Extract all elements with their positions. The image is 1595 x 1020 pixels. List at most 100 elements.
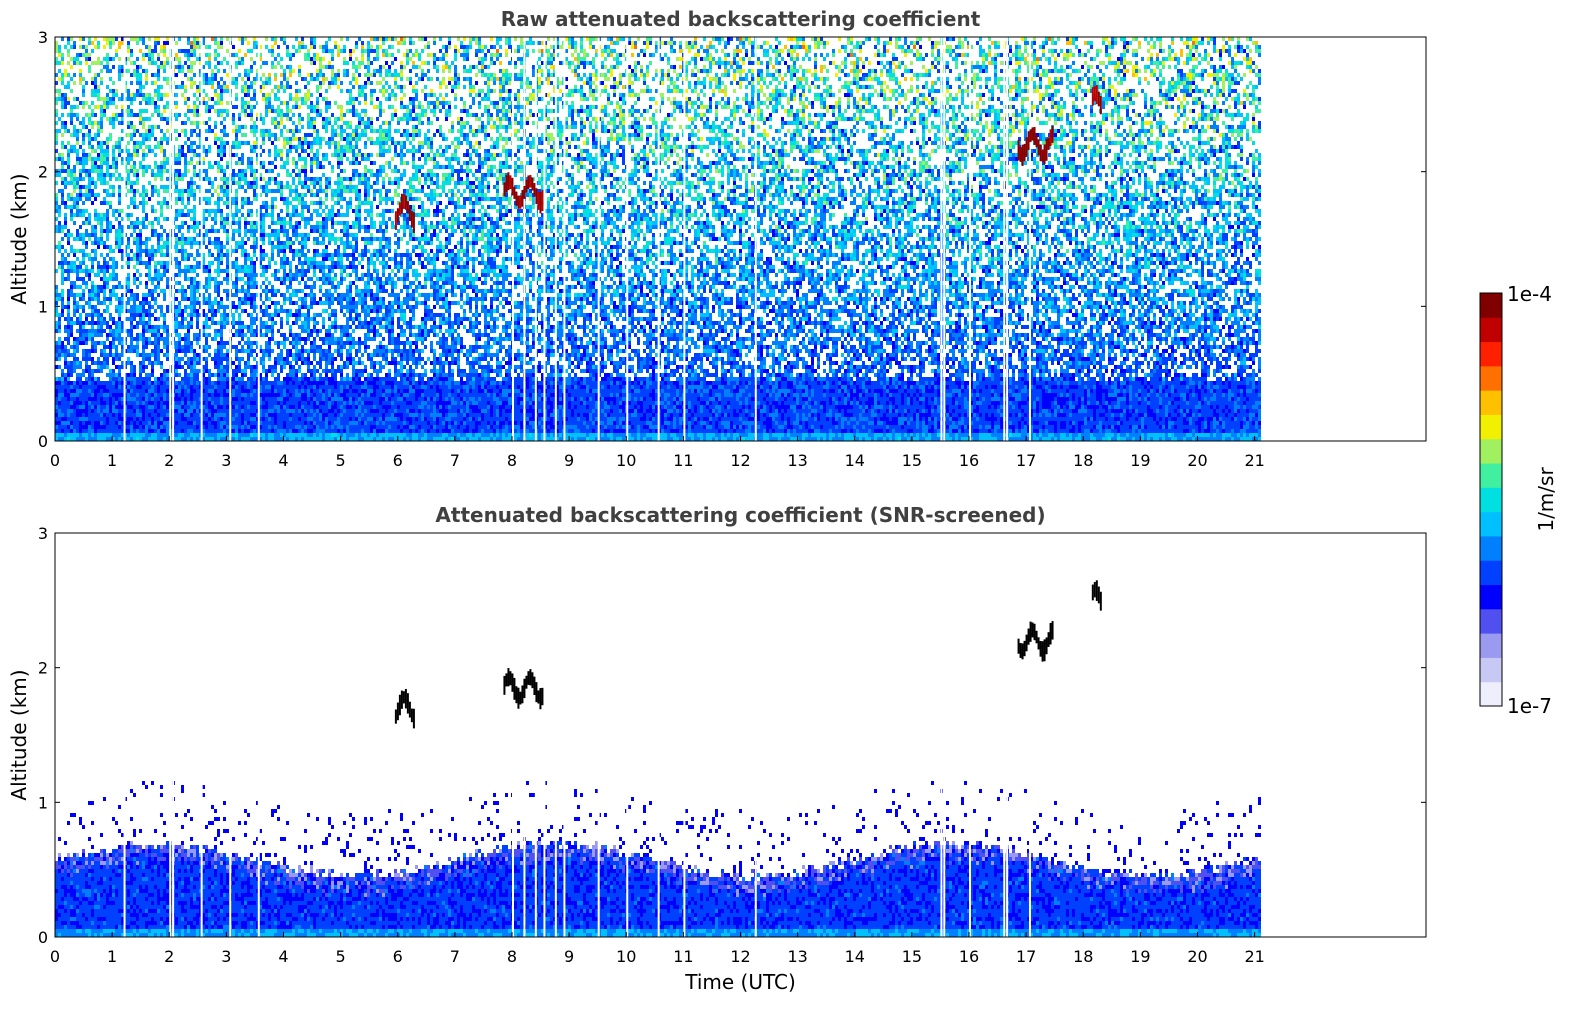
colorbar-segment [1480, 609, 1502, 634]
data-gap [523, 533, 525, 937]
y-axis-label: Altitude (km) [7, 173, 31, 304]
cloud-layer [521, 190, 523, 207]
data-gap [598, 533, 600, 937]
colorbar-segment [1480, 682, 1502, 707]
cloud-layer [529, 669, 531, 685]
colorbar-segment [1480, 439, 1502, 464]
cloud-layer [529, 175, 531, 188]
cloud-layer [401, 691, 403, 709]
data-gap [555, 37, 557, 441]
data-gap [201, 37, 203, 441]
cloud-layer [407, 693, 409, 713]
data-gap [229, 533, 231, 937]
x-tick-label: 8 [507, 451, 517, 470]
cloud-layer [411, 709, 413, 723]
y-axis-label: Altitude (km) [7, 669, 31, 800]
cloud-layer [1020, 643, 1022, 658]
cloud-layer [505, 673, 507, 686]
cloud-layer [1022, 145, 1024, 166]
cloud-layer [1046, 139, 1048, 161]
data-gap [943, 37, 945, 441]
cloud-layer [539, 688, 541, 709]
data-gap [658, 37, 660, 441]
colorbar-min-label: 1e-7 [1507, 694, 1552, 718]
cloud-layer [523, 186, 525, 199]
cloud-layer [401, 194, 403, 214]
cloud-layer [519, 692, 521, 705]
x-tick-label: 21 [1244, 947, 1264, 966]
y-tick-label: 1 [38, 297, 48, 316]
cloud-layer [1048, 632, 1050, 647]
x-tick-label: 4 [278, 947, 288, 966]
colorbar-segment [1480, 633, 1502, 658]
cloud-layer [511, 178, 513, 196]
x-tick-label: 5 [336, 947, 346, 966]
cloud-layer [509, 671, 511, 685]
data-gap [683, 533, 685, 937]
data-gap [626, 37, 628, 441]
cloud-layer [1092, 585, 1094, 601]
x-tick-label: 9 [564, 451, 574, 470]
y-tick-label: 3 [38, 524, 48, 543]
cloud-layer [1026, 635, 1028, 652]
cloud-layer [1042, 149, 1044, 161]
cloud-layer [533, 183, 535, 197]
cloud-layer [1100, 96, 1102, 114]
data-gap [169, 37, 171, 441]
data-gap [598, 37, 600, 441]
colorbar-segment [1480, 463, 1502, 488]
x-tick-label: 9 [564, 947, 574, 966]
chart-title: Raw attenuated backscattering coefficien… [501, 7, 981, 31]
data-gap [1029, 37, 1031, 441]
data-gap [229, 37, 231, 441]
cloud-layer [397, 208, 399, 222]
x-tick-label: 12 [730, 451, 750, 470]
cloud-layer [1096, 580, 1098, 601]
colorbar-segment [1480, 390, 1502, 415]
x-tick-label: 7 [450, 947, 460, 966]
cloud-layer [511, 673, 513, 691]
cloud-layer [409, 206, 411, 221]
x-tick-label: 0 [50, 451, 60, 470]
colorbar-segment [1480, 657, 1502, 682]
data-gap [124, 37, 126, 441]
cloud-layer [535, 682, 537, 702]
y-tick-label: 2 [38, 659, 48, 678]
data-gap [1006, 37, 1008, 441]
cloud-layer [535, 188, 537, 204]
cloud-layer [513, 678, 515, 700]
cloud-layer [525, 676, 527, 689]
data-gap [535, 533, 537, 937]
x-tick-label: 6 [393, 451, 403, 470]
cloud-layer [1024, 144, 1026, 161]
data-gap [172, 37, 174, 441]
data-gap [1003, 37, 1005, 441]
data-gap [563, 37, 565, 441]
cloud-layer [1098, 587, 1100, 604]
x-tick-label: 16 [959, 451, 979, 470]
data-gap [555, 533, 557, 937]
x-tick-label: 4 [278, 451, 288, 470]
x-tick-label: 21 [1244, 451, 1264, 470]
cloud-layer [403, 691, 405, 703]
cloud-layer [1048, 137, 1050, 150]
x-tick-label: 2 [164, 451, 174, 470]
colorbar-segment [1480, 585, 1502, 610]
x-tick-label: 13 [787, 947, 807, 966]
x-tick-label: 20 [1187, 451, 1207, 470]
colorbar-segment [1480, 366, 1502, 391]
cloud-layer [1032, 622, 1034, 637]
colorbar-segment [1480, 487, 1502, 512]
cloud-layer [541, 190, 543, 211]
colorbar: 1e-41e-71/m/sr [1480, 282, 1558, 718]
cloud-layer [405, 196, 407, 210]
data-gap [755, 533, 757, 937]
data-gap [172, 533, 174, 937]
x-tick-label: 7 [450, 451, 460, 470]
y-tick-label: 1 [38, 793, 48, 812]
cloud-layer [399, 202, 401, 215]
data-gap [1003, 533, 1005, 937]
colorbar-max-label: 1e-4 [1507, 282, 1552, 306]
x-tick-label: 1 [107, 451, 117, 470]
data-gap [969, 533, 971, 937]
